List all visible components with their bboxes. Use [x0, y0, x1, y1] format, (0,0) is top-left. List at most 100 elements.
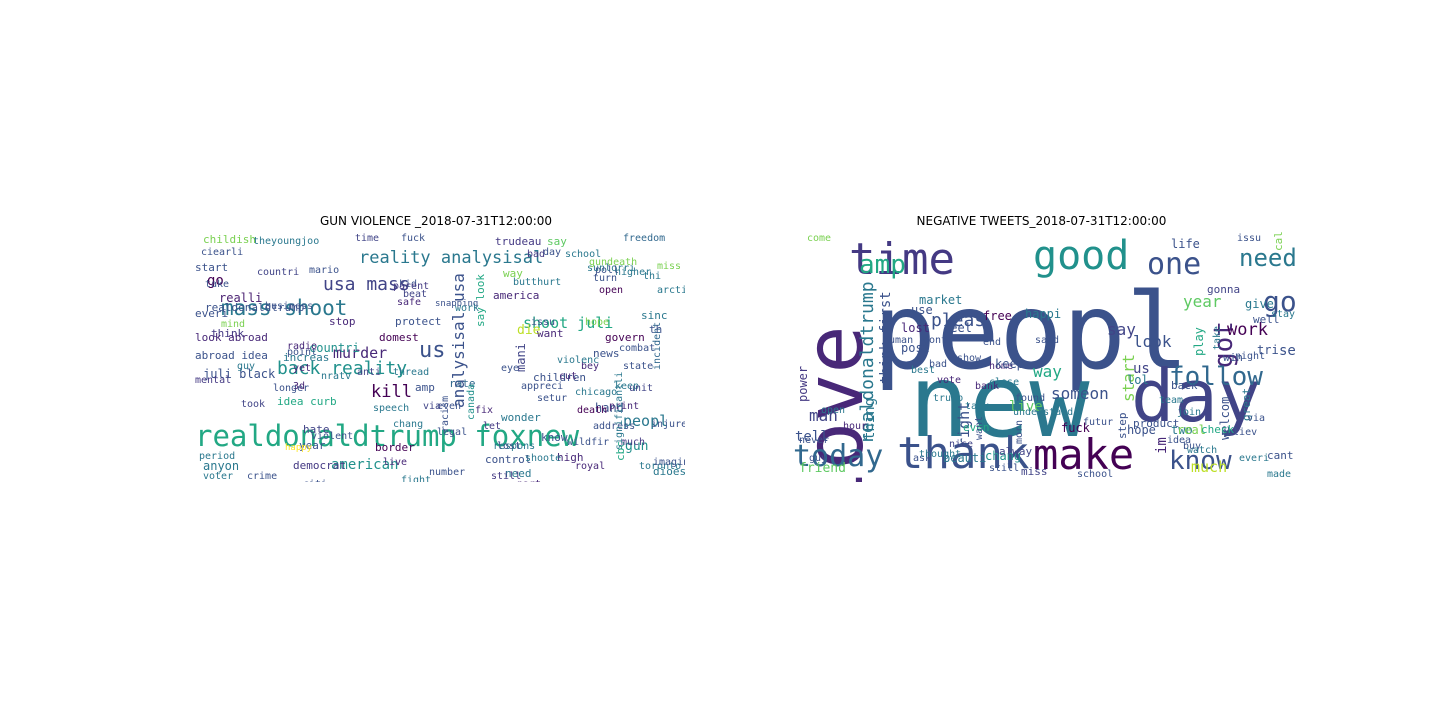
cloud-word: open — [821, 406, 845, 416]
cloud-word: call — [1273, 232, 1284, 251]
cloud-word: close — [989, 378, 1019, 388]
cloud-word: found — [1015, 394, 1045, 404]
cloud-word: death — [577, 406, 607, 416]
cloud-word: gundeath — [589, 258, 637, 268]
cloud-word: dont — [923, 336, 947, 346]
cloud-word: vote — [937, 376, 961, 386]
cloud-word: want — [537, 328, 564, 339]
cloud-word: citi — [303, 480, 327, 482]
cloud-word: one — [1147, 250, 1201, 280]
cloud-word: bad — [929, 360, 947, 370]
cloud-word: play — [1193, 327, 1205, 356]
cloud-word: combat — [619, 344, 655, 354]
cloud-word: trudeau — [495, 236, 541, 247]
cloud-word: mario — [309, 266, 339, 276]
cloud-word: give — [1245, 298, 1274, 310]
cloud-word: tri — [1257, 344, 1279, 356]
cloud-word: reality analysisal — [359, 250, 543, 267]
cloud-word: guy — [809, 454, 827, 464]
cloud-word: state — [623, 362, 653, 372]
cloud-word: sinc — [641, 310, 668, 321]
cloud-word: still — [989, 464, 1019, 474]
panel-title: GUN VIOLENCE _2018-07-31T12:00:00 — [190, 214, 682, 228]
cloud-word: say — [547, 236, 567, 247]
cloud-word: crime — [247, 472, 277, 482]
cloud-word: morn — [1015, 420, 1025, 444]
cloud-word: everi — [1239, 454, 1269, 464]
cloud-word: let — [483, 422, 501, 432]
cloud-word: injured — [651, 420, 685, 430]
cloud-word: radio — [287, 342, 317, 352]
cloud-word: want — [975, 416, 985, 440]
cloud-word: freedom — [623, 234, 665, 244]
cloud-word: look abroad — [195, 332, 268, 343]
cloud-word: join — [1177, 408, 1201, 418]
cloud-word: thread — [393, 368, 429, 378]
cloud-word: beat — [403, 290, 427, 300]
cloud-word: amp — [859, 252, 906, 278]
cloud-word: happy — [285, 444, 312, 453]
cloud-word: made — [1267, 470, 1291, 480]
cloud-word: yet — [293, 364, 311, 374]
cloud-word: open — [599, 286, 623, 296]
cloud-word: abroad idea — [195, 350, 268, 361]
cloud-word: kill — [371, 384, 412, 401]
cloud-word: trump — [933, 394, 963, 404]
cloud-word: 3d — [293, 382, 305, 392]
cloud-word: issu — [1237, 234, 1261, 244]
cloud-word: stop — [329, 316, 356, 327]
cloud-word: arctic — [657, 286, 685, 296]
cloud-word: happi — [1025, 308, 1061, 320]
cloud-word: us — [419, 340, 446, 362]
cloud-word: canada — [467, 384, 477, 420]
cloud-word: domest — [379, 332, 419, 343]
cloud-word: thing — [863, 398, 877, 440]
cloud-word: theyoungjoo — [253, 237, 319, 247]
cloud-word: thought — [919, 450, 961, 460]
cloud-word: stay — [1271, 310, 1295, 320]
cloud-word: wonder — [501, 412, 541, 423]
cloud-word: way — [1033, 364, 1062, 380]
cloud-word: step — [1117, 413, 1128, 440]
wordcloud-image: peopl new love day time good thank make today one… — [793, 232, 1295, 482]
cloud-word: respons — [493, 442, 535, 452]
wordcloud-image: realdonaldtrump foxnew mass shoot usa mass… — [183, 232, 685, 482]
cloud-word: day — [543, 248, 561, 258]
cloud-word: america — [493, 290, 539, 301]
cloud-word: via — [1247, 414, 1265, 424]
cloud-word: start — [195, 262, 228, 273]
cloud-word: protect — [395, 316, 441, 327]
cloud-word: check — [1201, 424, 1234, 435]
cloud-word: eye — [501, 364, 519, 374]
cloud-word: hope — [585, 318, 609, 328]
cloud-word: amp — [415, 382, 435, 393]
cloud-word: anti — [357, 368, 381, 378]
cloud-word: lol — [1127, 374, 1149, 386]
cloud-word: need — [1239, 246, 1295, 270]
cloud-word: royal — [575, 462, 605, 472]
cloud-word: free — [983, 310, 1012, 322]
cloud-word: miss — [657, 262, 681, 272]
cloud-word: take — [205, 280, 229, 290]
cloud-word: number — [429, 468, 465, 478]
cloud-word: say — [1107, 322, 1136, 338]
cloud-word: ciearli — [201, 248, 243, 258]
cloud-word: team — [1159, 396, 1183, 406]
cloud-word: alway — [999, 446, 1032, 457]
cloud-word: shoote — [525, 454, 561, 464]
cloud-word: hour — [843, 422, 867, 432]
cloud-word: nratv — [321, 372, 351, 382]
cloud-word: fight — [401, 476, 431, 482]
cloud-word: feel — [943, 322, 972, 334]
cloud-word: good — [1033, 236, 1129, 276]
cloud-word: end — [983, 338, 1001, 348]
cloud-word: time — [355, 234, 379, 244]
cloud-word: human — [883, 336, 913, 346]
cloud-word: guy — [237, 362, 255, 372]
cloud-word: chang — [393, 420, 423, 430]
cloud-word: idea curb — [277, 396, 337, 407]
cloud-word: thi — [643, 272, 661, 282]
cloud-word: chicago — [575, 388, 617, 398]
cloud-word: setur — [537, 394, 567, 404]
cloud-word: border — [375, 442, 415, 453]
